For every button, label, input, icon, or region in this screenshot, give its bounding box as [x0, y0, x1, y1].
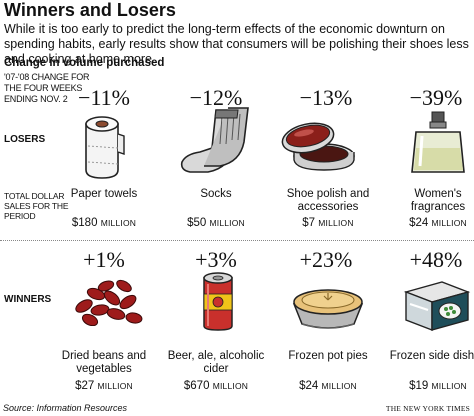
perfume-bottle-icon: [411, 111, 465, 173]
sales-unit: MILLION: [209, 218, 245, 228]
winner-sales: $24 MILLION: [276, 380, 380, 392]
winner-pct: +48%: [409, 247, 463, 272]
loser-pct: −13%: [299, 85, 353, 110]
sales-value: $50: [187, 217, 207, 229]
loser-pct: −11%: [78, 85, 130, 110]
winner-name: Frozen side dishes: [389, 350, 474, 362]
frozen-box-icon: [403, 281, 471, 332]
page-title: Winners and Losers: [4, 0, 176, 20]
losers-label: LOSERS: [4, 134, 46, 145]
sales-value: $27: [75, 380, 95, 392]
winner-pct: +23%: [299, 247, 353, 272]
loser-sales: $50 MILLION: [164, 217, 268, 229]
sales-unit: MILLION: [318, 218, 354, 228]
winner-name: Beer, ale, alcoholic cider: [167, 350, 265, 375]
sales-value: $19: [409, 380, 429, 392]
socks-icon: [180, 107, 249, 173]
loser-name: Shoe polish and accessories: [286, 188, 370, 213]
sales-value: $670: [183, 380, 210, 392]
sales-value: $24: [299, 380, 319, 392]
intro-text: While it is too early to predict the lon…: [4, 22, 469, 66]
pot-pie-icon: [292, 289, 364, 329]
sales-unit: MILLION: [212, 381, 249, 391]
loser-name: Socks: [200, 188, 232, 200]
paper-towel-roll-icon: [85, 116, 125, 179]
winners-label: WINNERS: [4, 294, 52, 305]
sales-value: $24: [409, 217, 429, 229]
loser-sales: $24 MILLION: [386, 217, 474, 229]
sales-unit: MILLION: [97, 381, 133, 391]
section-divider: [0, 240, 474, 241]
loser-name: Women's fragrances: [410, 188, 466, 213]
winner-sales: $27 MILLION: [52, 380, 156, 392]
sales-unit: MILLION: [321, 381, 357, 391]
winner-sales: $670 MILLION: [164, 380, 268, 392]
sales-unit: MILLION: [431, 381, 467, 391]
period-label: '07-'08 CHANGE FOR THE FOUR WEEKS ENDING…: [4, 72, 90, 104]
total-sales-label: TOTAL DOLLAR SALES FOR THE PERIOD: [4, 191, 69, 221]
kidney-beans-icon: [75, 279, 143, 326]
winner-sales: $19 MILLION: [386, 380, 474, 392]
sales-unit: MILLION: [431, 218, 467, 228]
loser-pct: −39%: [409, 85, 463, 110]
sales-value: $7: [302, 217, 316, 229]
loser-name: Paper towels: [70, 188, 138, 200]
winner-name: Frozen pot pies: [288, 350, 368, 362]
source-note: Source: Information Resources: [3, 403, 128, 413]
loser-sales: $180 MILLION: [52, 217, 156, 229]
sales-value: $180: [71, 217, 98, 229]
shoe-polish-tin-icon: [281, 122, 355, 171]
credit-line: THE NEW YORK TIMES: [385, 404, 470, 413]
winner-pct: +3%: [195, 247, 237, 272]
winner-pct: +1%: [83, 247, 125, 272]
sales-unit: MILLION: [100, 218, 137, 228]
loser-sales: $7 MILLION: [276, 217, 380, 229]
loser-pct: −12%: [189, 85, 243, 110]
beer-can-icon: [203, 272, 233, 331]
subhead: Change in volume purchased: [4, 57, 165, 69]
winner-name: Dried beans and vegetables: [61, 350, 147, 375]
